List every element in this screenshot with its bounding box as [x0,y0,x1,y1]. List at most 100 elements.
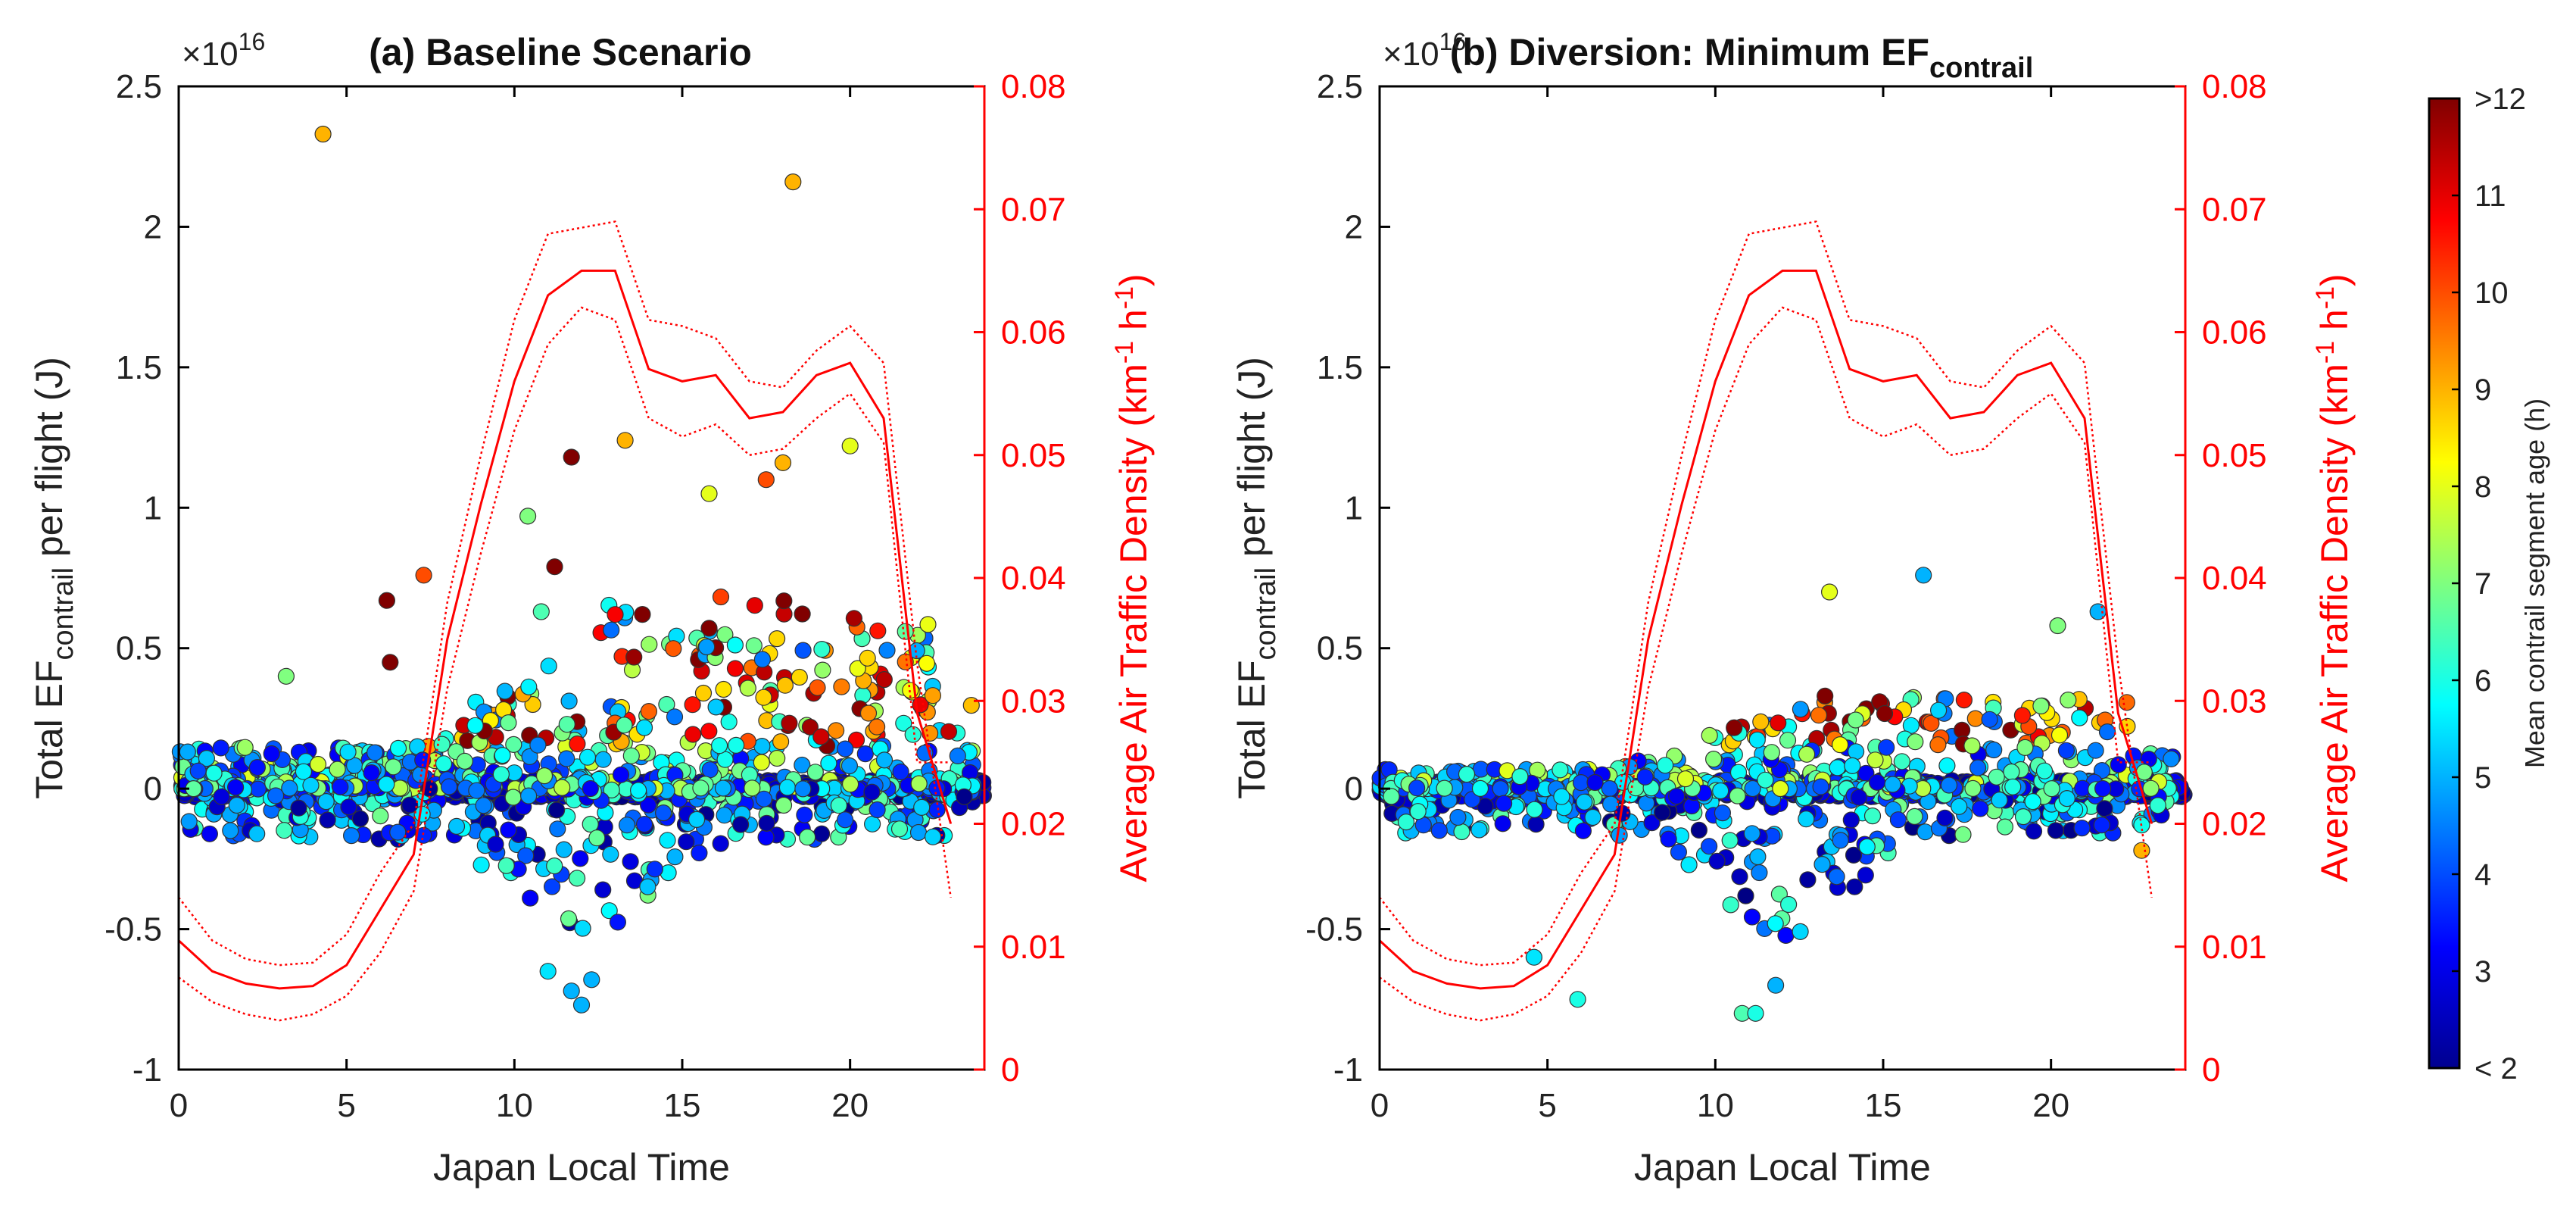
scatter-point [924,687,942,704]
scatter-point [1383,788,1400,805]
scatter-point [582,779,599,798]
y2-tick-label: 0.08 [1001,68,1066,105]
scatter-point [2057,742,2075,759]
scatter-point [1906,807,1923,826]
scatter-point [2073,819,2091,837]
scatter-point [415,567,432,584]
density-upper-bound-line [1379,220,2153,967]
scatter-point [799,829,816,846]
scatter-point [1828,868,1845,886]
scatter-point [1748,731,1766,748]
scatter-point [635,719,653,736]
density-lower-bound-line [1379,306,2152,1022]
scatter-point [806,764,824,781]
y-tick-label: -0.5 [104,911,162,948]
scatter-point [878,642,896,659]
scatter-point [1552,761,1569,779]
y2-tick-label: 0.02 [2202,806,2267,843]
scatter-point [547,801,566,819]
scatter-point [2024,792,2041,811]
scatter-point [1792,923,1809,941]
colorbar-ticks: < 2 3 4 5 6 7 8 9 10 11 >12 [2452,83,2526,1085]
scatter-point [758,814,775,832]
panel-b-scatter-layer [1371,567,2193,1022]
y2-tick-label: 0.06 [2202,314,2267,351]
scatter-point [665,640,682,658]
scatter-point [227,779,245,796]
scatter-point [837,740,854,758]
scatter-point [492,766,510,783]
scatter-point [549,820,566,838]
y-tick-label: 0.5 [116,630,162,667]
colorbar-tick-label: 10 [2475,276,2509,310]
y2-tick-label: 0.01 [1001,929,1066,966]
scatter-point [2087,742,2104,759]
scatter-point [1940,776,1958,794]
scatter-point [602,845,619,863]
scatter-point [532,603,550,620]
scatter-point [635,815,653,833]
scatter-point [700,485,718,502]
scatter-point [830,797,848,814]
scatter-point [1863,807,1882,825]
scatter-point [2043,779,2060,798]
scatter-point [940,723,958,740]
scatter-point [688,811,706,829]
scatter-point [1954,721,1971,739]
scatter-point [720,713,738,731]
scatter-point [372,807,389,825]
scatter-point [1798,811,1815,828]
colorbar-tick-label: 5 [2475,761,2491,795]
scatter-point [712,588,730,606]
scatter-point [868,718,886,736]
colorbar-tick-label: 7 [2475,567,2491,601]
scatter-point [213,788,230,805]
scatter-point [812,728,830,745]
scatter-point [716,751,734,768]
scatter-point [2094,779,2112,798]
scatter-point [809,679,826,696]
scatter-point [1799,871,1817,889]
scatter-point [869,801,886,819]
scatter-point [726,660,744,677]
scatter-point [727,736,745,754]
scatter-point [1916,823,1934,841]
scatter-point [205,764,223,782]
scatter-point [659,832,676,849]
scatter-point [739,679,756,697]
scatter-point [716,807,733,824]
scatter-point [435,755,453,773]
scatter-point [351,810,369,827]
scatter-point [1798,745,1816,763]
scatter-point [1915,567,1932,584]
scatter-point [2013,707,2031,724]
scatter-point [1996,818,2013,836]
scatter-point [1527,815,1545,833]
scatter-point [1721,832,1739,849]
scatter-point [389,823,407,841]
scatter-point [267,787,285,804]
scatter-point [2142,779,2160,797]
scatter-point [1654,804,1671,821]
scatter-point [389,739,407,758]
scatter-point [1470,821,1488,839]
scatter-point [859,704,878,722]
density-mean-line [1378,269,2153,990]
scatter-point [1821,583,1838,601]
scatter-point [378,776,395,793]
scatter-point [1930,701,1948,719]
scatter-point [1847,711,1864,729]
scatter-point [833,678,850,695]
scatter-point [1553,788,1570,805]
scatter-point [774,454,792,472]
scatter-point [2025,823,2043,840]
scatter-point [694,684,713,702]
scatter-point [794,642,812,659]
y2-tick-label: 0.07 [1001,191,1066,228]
scatter-point [276,822,293,839]
scatter-point [1458,765,1476,783]
scatter-point [640,702,658,720]
x-tick-label: 15 [664,1087,701,1124]
scatter-point [2098,723,2116,741]
